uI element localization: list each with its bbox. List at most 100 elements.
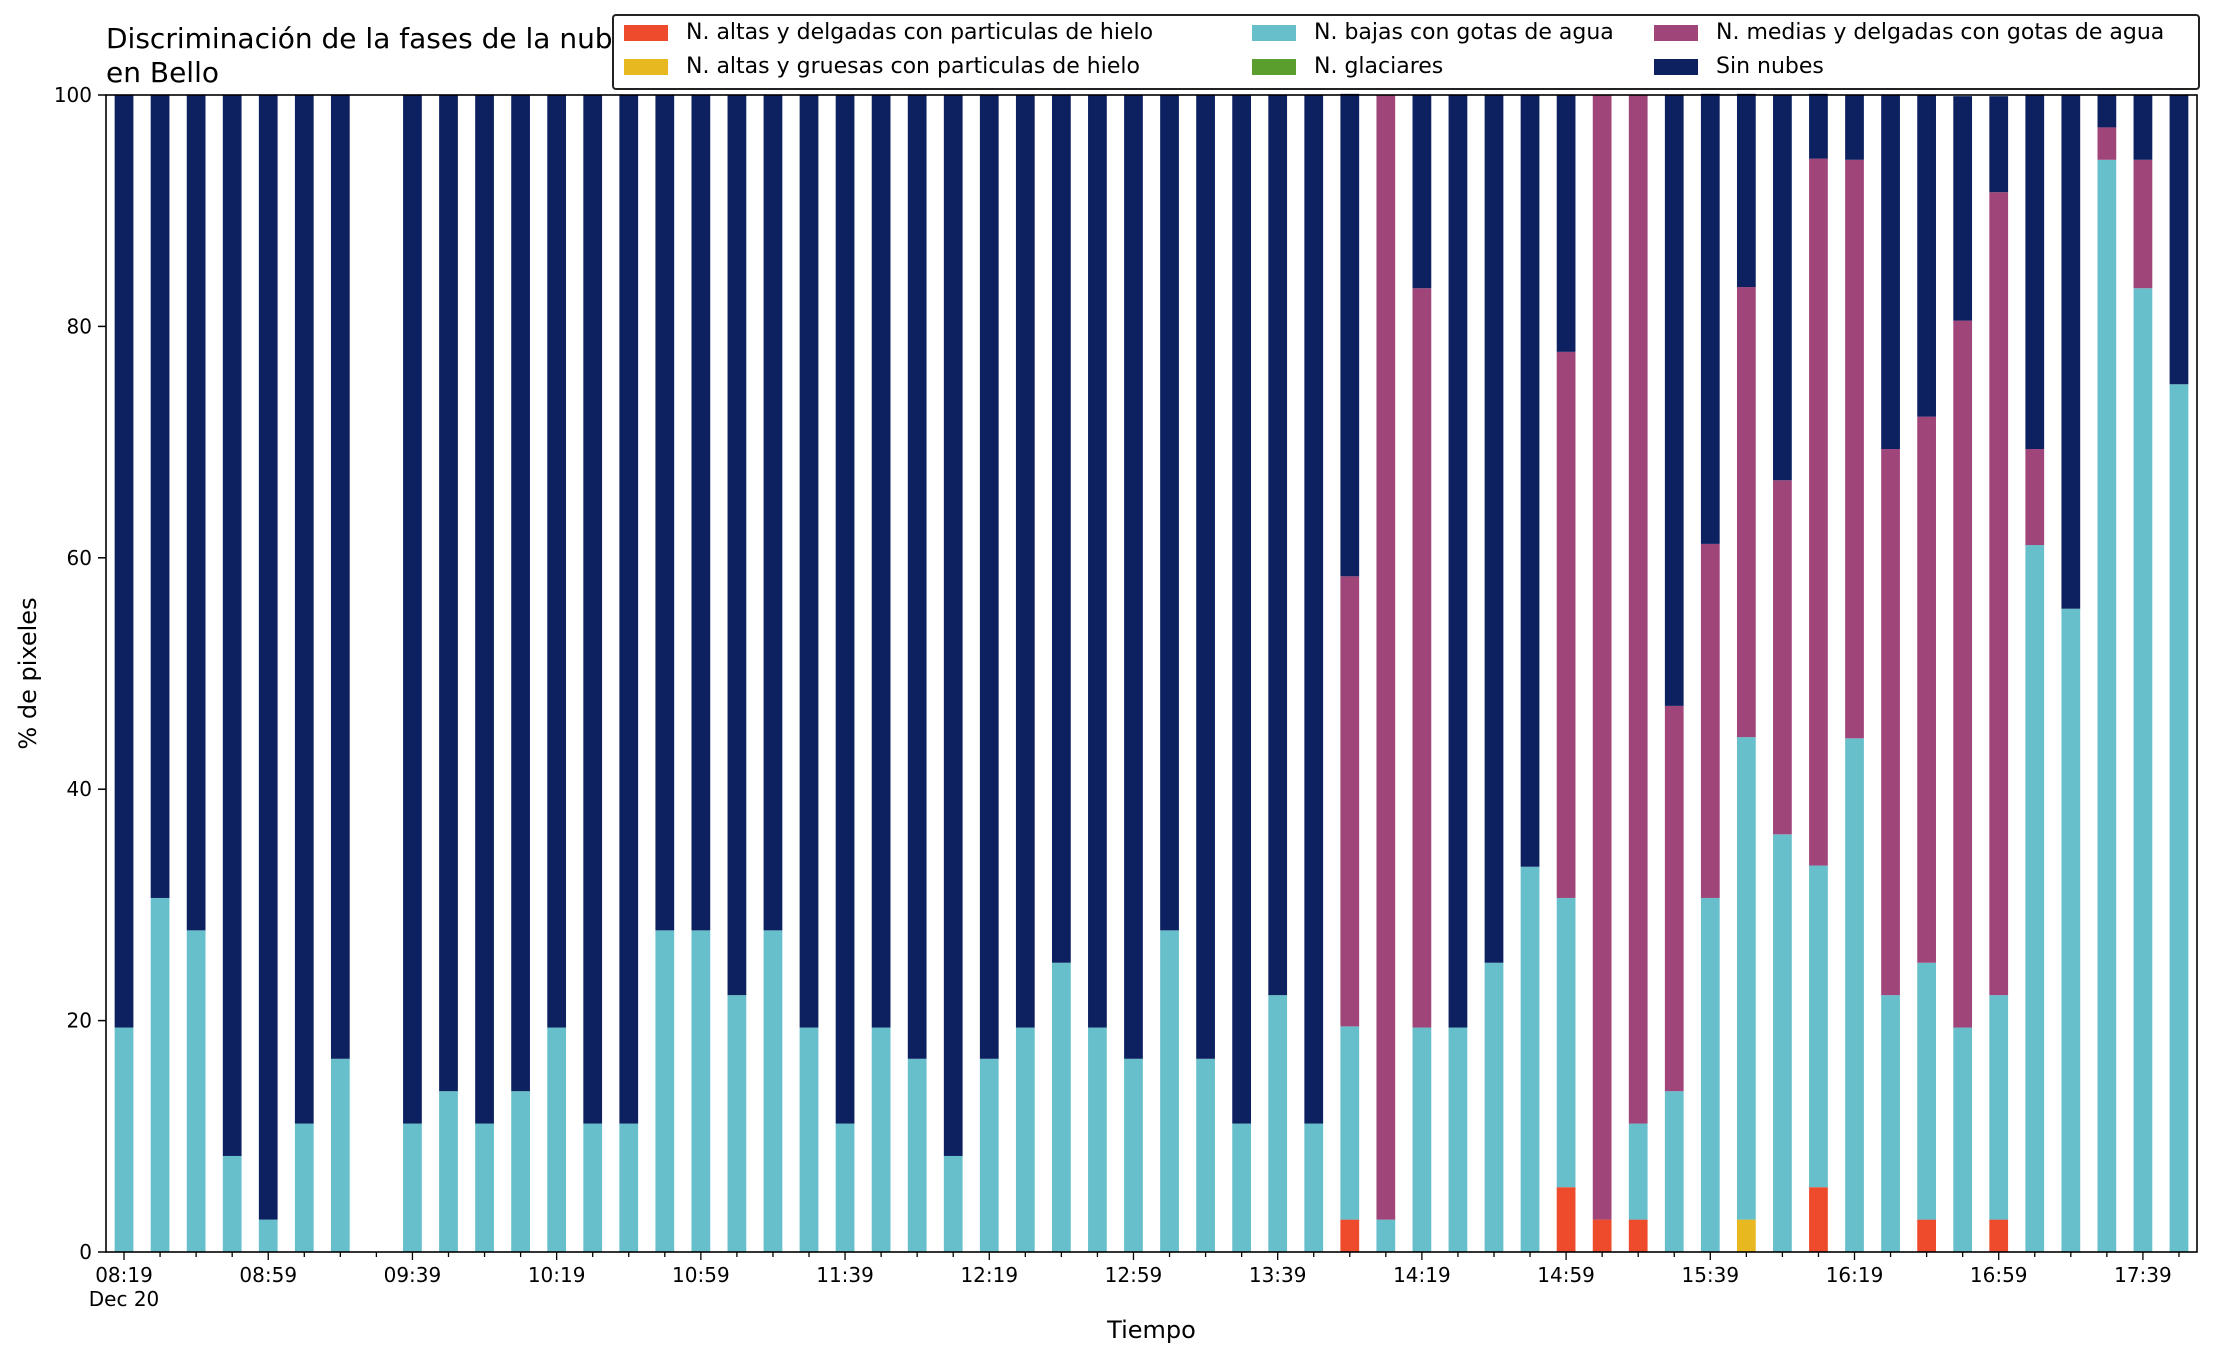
bar-segment bbox=[511, 1091, 530, 1252]
bar-segment bbox=[1088, 95, 1107, 1028]
bar-segment bbox=[2097, 159, 2117, 1253]
bar-segment bbox=[1953, 96, 1973, 321]
bar-segment bbox=[222, 1155, 242, 1252]
legend-swatch bbox=[1252, 24, 1296, 41]
bar-segment bbox=[1664, 95, 1684, 706]
bar-segment bbox=[1304, 95, 1324, 1124]
bar-segment bbox=[979, 1058, 999, 1252]
bars-group bbox=[114, 93, 2189, 1253]
bar-segment bbox=[655, 95, 675, 931]
bar-segment bbox=[547, 1027, 567, 1252]
bar-segment bbox=[1448, 1027, 1468, 1252]
bar-segment bbox=[2025, 449, 2045, 546]
bar-segment bbox=[1556, 1187, 1576, 1252]
x-tick-label: 10:19 bbox=[528, 1263, 586, 1287]
bar-segment bbox=[2169, 95, 2189, 385]
legend-swatch bbox=[624, 58, 668, 75]
bar-segment bbox=[258, 1219, 278, 1252]
bar-segment bbox=[1160, 930, 1179, 1252]
bar-segment bbox=[439, 1091, 458, 1252]
bar-segment bbox=[1015, 1027, 1035, 1252]
bar-segment bbox=[1232, 95, 1252, 1124]
bar-segment bbox=[1412, 95, 1432, 289]
bar-segment bbox=[1232, 1123, 1252, 1252]
bar-segment bbox=[2169, 384, 2189, 1252]
bar-segment bbox=[1953, 1027, 1973, 1252]
bar-segment bbox=[222, 95, 242, 1156]
bar-segment bbox=[799, 95, 819, 1028]
bar-segment bbox=[2133, 159, 2153, 289]
x-tick-label: 08:59 bbox=[239, 1263, 297, 1287]
bar-segment bbox=[2025, 545, 2045, 1252]
bar-segment bbox=[1736, 287, 1756, 738]
x-axis-label: Tiempo bbox=[1106, 1316, 1196, 1344]
bar-segment bbox=[1340, 93, 1360, 577]
bar-segment bbox=[258, 95, 278, 1220]
x-axis: 08:19 08:59 09:39 10:19 10:59 11:39 12:19 12:59… bbox=[89, 1252, 2180, 1311]
legend-item: Sin nubes bbox=[1654, 54, 1824, 79]
legend-label: N. altas y delgadas con particulas de hi… bbox=[686, 20, 1154, 45]
x-tick-label: 14:19 bbox=[1393, 1263, 1451, 1287]
chart-title: Discriminación de la fases de la nube en… bbox=[106, 22, 630, 89]
legend-item: N. glaciares bbox=[1252, 54, 1443, 79]
bar-segment bbox=[1015, 95, 1035, 1028]
bar-segment bbox=[1773, 834, 1792, 1252]
bar-segment bbox=[2097, 95, 2117, 128]
bar-segment bbox=[1881, 95, 1900, 450]
legend-label: N. bajas con gotas de agua bbox=[1314, 20, 1614, 45]
bar-segment bbox=[1736, 93, 1756, 288]
bar-segment bbox=[186, 930, 206, 1252]
bar-segment bbox=[943, 95, 963, 1156]
bar-segment bbox=[1376, 95, 1396, 1220]
y-tick-label: 40 bbox=[67, 777, 92, 801]
legend-label: N. medias y delgadas con gotas de agua bbox=[1716, 20, 2165, 45]
y-tick-label: 100 bbox=[54, 83, 92, 107]
bar-segment bbox=[1520, 866, 1540, 1252]
bar-segment bbox=[1268, 995, 1288, 1252]
bar-segment bbox=[1881, 995, 1900, 1252]
bar-segment bbox=[1412, 1027, 1432, 1252]
bar-segment bbox=[979, 95, 999, 1059]
x-tick-label: 16:59 bbox=[1970, 1263, 2028, 1287]
legend-swatch bbox=[1654, 24, 1698, 41]
bar-segment bbox=[150, 897, 170, 1252]
bar-segment bbox=[619, 1123, 639, 1252]
bar-segment bbox=[871, 1027, 891, 1252]
bar-segment bbox=[691, 95, 711, 931]
bar-segment bbox=[1809, 93, 1828, 159]
bar-segment bbox=[691, 930, 711, 1252]
bar-segment bbox=[547, 95, 567, 1028]
x-tick-label: 15:39 bbox=[1681, 1263, 1739, 1287]
bar-segment bbox=[2061, 608, 2081, 1252]
bar-segment bbox=[294, 1123, 314, 1252]
legend-label: N. altas y gruesas con particulas de hie… bbox=[686, 54, 1140, 79]
plot-frame bbox=[105, 94, 2198, 1253]
x-tick-label: 13:39 bbox=[1249, 1263, 1307, 1287]
bar-segment bbox=[1556, 897, 1576, 1188]
bar-segment bbox=[1917, 962, 1936, 1220]
bar-segment bbox=[2133, 95, 2153, 160]
bar-segment bbox=[835, 95, 855, 1124]
bar-segment bbox=[330, 95, 350, 1059]
legend-swatch bbox=[1252, 58, 1296, 75]
bar-segment bbox=[1196, 1058, 1215, 1252]
y-tick-label: 80 bbox=[67, 314, 92, 338]
bar-segment bbox=[1664, 705, 1684, 1092]
bar-segment bbox=[1051, 95, 1071, 963]
bar-segment bbox=[1556, 351, 1576, 898]
bar-segment bbox=[1520, 95, 1540, 867]
bar-segment bbox=[1917, 95, 1936, 417]
bar-segment bbox=[1664, 1091, 1684, 1252]
legend: N. altas y delgadas con particulas de hi… bbox=[612, 14, 2200, 90]
bar-segment bbox=[583, 95, 603, 1124]
bar-segment bbox=[1124, 1058, 1143, 1252]
x-tick-label: 10:59 bbox=[672, 1263, 730, 1287]
bar-segment bbox=[1196, 95, 1215, 1059]
x-tick-sublabel: Dec 20 bbox=[89, 1287, 160, 1311]
bar-segment bbox=[835, 1123, 855, 1252]
bar-segment bbox=[1809, 1187, 1828, 1252]
bar-segment bbox=[1088, 1027, 1107, 1252]
bar-segment bbox=[1845, 738, 1864, 1252]
bar-segment bbox=[1628, 95, 1648, 1124]
bar-segment bbox=[1484, 962, 1504, 1252]
